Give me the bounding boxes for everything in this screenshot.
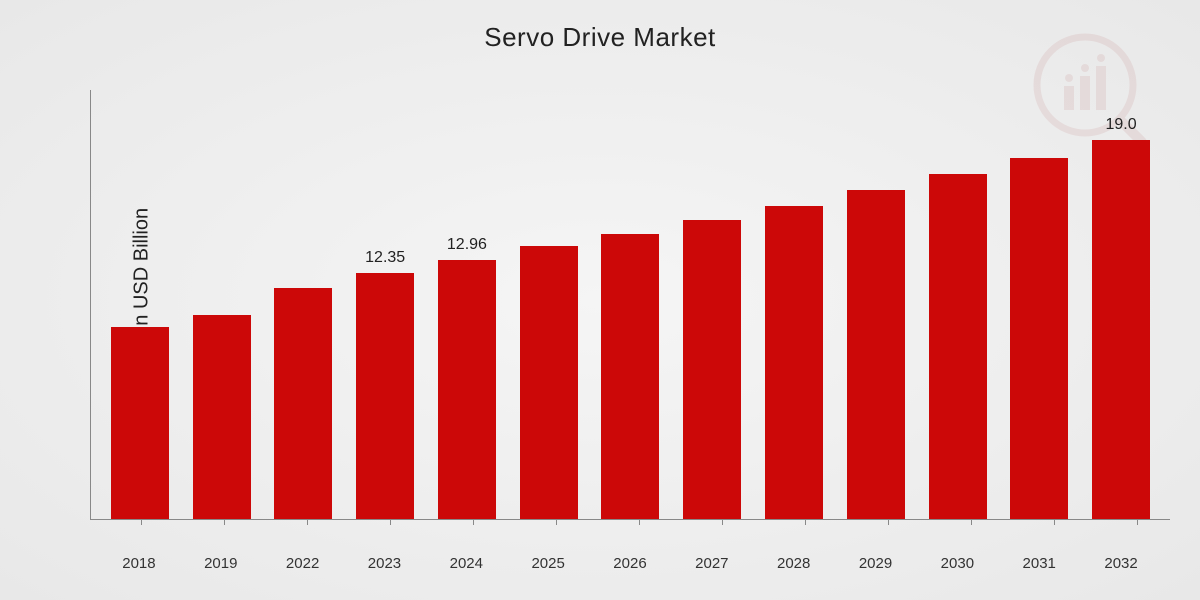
bar bbox=[274, 288, 332, 519]
x-tick bbox=[224, 519, 225, 525]
x-tick bbox=[722, 519, 723, 525]
chart-title: Servo Drive Market bbox=[0, 0, 1200, 53]
x-tick bbox=[473, 519, 474, 525]
x-tick-label: 2023 bbox=[344, 545, 426, 572]
bar-slot bbox=[263, 90, 345, 519]
bar-value-label: 12.35 bbox=[365, 249, 405, 267]
bar-slot: 12.35 bbox=[344, 90, 426, 519]
x-tick-label: 2022 bbox=[262, 545, 344, 572]
x-tick-label: 2018 bbox=[98, 545, 180, 572]
x-tick-label: 2027 bbox=[671, 545, 753, 572]
plot-area: 12.35 12.96 19.0 bbox=[90, 90, 1170, 520]
bar-slot: 12.96 bbox=[426, 90, 508, 519]
x-tick-label: 2029 bbox=[835, 545, 917, 572]
bar bbox=[683, 220, 741, 519]
bar-value-label: 19.0 bbox=[1105, 116, 1136, 134]
x-tick-label: 2019 bbox=[180, 545, 262, 572]
x-tick-label: 2025 bbox=[507, 545, 589, 572]
x-tick bbox=[888, 519, 889, 525]
x-tick-label: 2024 bbox=[425, 545, 507, 572]
bar bbox=[520, 246, 578, 519]
x-tick bbox=[390, 519, 391, 525]
x-tick bbox=[1137, 519, 1138, 525]
bar bbox=[929, 174, 987, 519]
bar-slot bbox=[508, 90, 590, 519]
bar bbox=[438, 260, 496, 519]
bar bbox=[765, 206, 823, 519]
x-tick bbox=[556, 519, 557, 525]
bar-slot bbox=[753, 90, 835, 519]
bar-slot bbox=[181, 90, 263, 519]
bar-slot bbox=[998, 90, 1080, 519]
x-tick bbox=[971, 519, 972, 525]
x-tick-label: 2030 bbox=[916, 545, 998, 572]
x-tick-label: 2028 bbox=[753, 545, 835, 572]
bar bbox=[193, 315, 251, 519]
bar bbox=[356, 273, 414, 519]
x-tick-label: 2032 bbox=[1080, 545, 1162, 572]
bar bbox=[1092, 140, 1150, 519]
bar-slot bbox=[917, 90, 999, 519]
x-tick bbox=[307, 519, 308, 525]
bar bbox=[601, 234, 659, 519]
bar-slot bbox=[590, 90, 672, 519]
x-tick-label: 2031 bbox=[998, 545, 1080, 572]
bar bbox=[847, 190, 905, 519]
bar-slot bbox=[99, 90, 181, 519]
bar-slot: 19.0 bbox=[1080, 90, 1162, 519]
bar-slot bbox=[671, 90, 753, 519]
x-tick bbox=[141, 519, 142, 525]
bar-value-label: 12.96 bbox=[447, 236, 487, 254]
x-tick bbox=[1054, 519, 1055, 525]
x-tick-label: 2026 bbox=[589, 545, 671, 572]
bar bbox=[1010, 158, 1068, 519]
bar-slot bbox=[835, 90, 917, 519]
chart-area: Market Value in USD Billion 12.3512.9619… bbox=[30, 90, 1180, 570]
bar bbox=[111, 327, 169, 519]
x-axis-labels: 2018201920222023202420252026202720282029… bbox=[90, 545, 1170, 572]
bars-container: 12.35 12.96 19.0 bbox=[91, 90, 1170, 519]
x-tick bbox=[639, 519, 640, 525]
x-tick bbox=[805, 519, 806, 525]
